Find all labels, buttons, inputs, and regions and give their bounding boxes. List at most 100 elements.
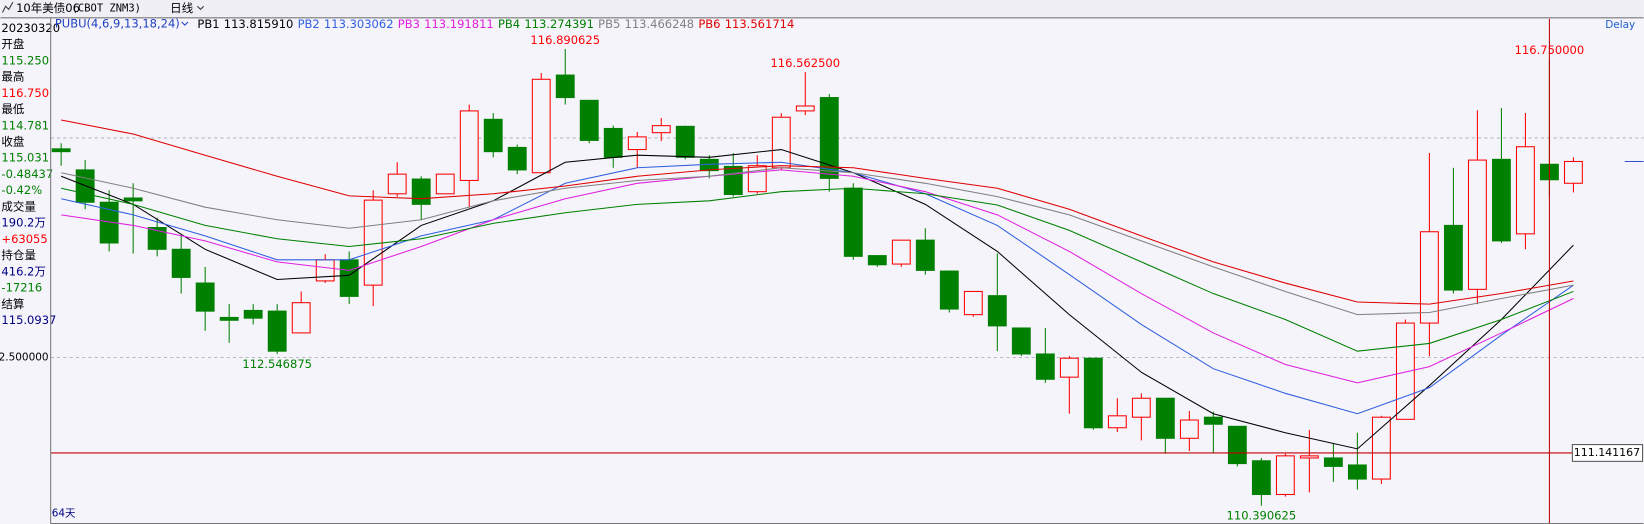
candle-body (1083, 357, 1103, 429)
high-label: 116.890625 (530, 33, 600, 47)
candle-body (603, 127, 623, 158)
candle-body (771, 116, 791, 169)
candle-body (1107, 415, 1127, 429)
legend-entry: PB5 113.466248 (598, 17, 694, 31)
legend-name: PB3 (398, 17, 420, 31)
candle-body (1371, 416, 1391, 480)
candle-body (1395, 322, 1415, 420)
candle-body (963, 290, 983, 316)
legend-entry: PB2 113.303062 (298, 17, 394, 31)
info-text: 最低 (1, 102, 25, 116)
candle-body (123, 197, 143, 202)
candle-body (819, 97, 839, 179)
bar-count: 64天 (52, 508, 76, 520)
legend-name: PB1 (197, 17, 219, 31)
candle-body (867, 255, 887, 266)
candle-body (1419, 231, 1439, 324)
candle-body (219, 316, 239, 321)
legend-value: 113.815910 (224, 17, 294, 31)
legend: PB1 113.815910 PB2 113.303062 PB3 113.191811 P… (197, 17, 794, 31)
legend-name: PB4 (498, 17, 520, 31)
candle-body (555, 74, 575, 99)
info-text: 收盘 (1, 135, 24, 149)
legend-entry: PB1 113.815910 (197, 17, 293, 31)
candle-body (1059, 357, 1079, 378)
info-text: 成交量 (1, 199, 36, 213)
candle-body (939, 270, 959, 310)
candle-body (627, 136, 647, 151)
candle-body (1467, 159, 1487, 290)
info-text: 115.0937 (1, 313, 56, 327)
info-panel: 20230320 开盘 115.250 最高 116.750 最低 114.781 收盘 115… (1, 21, 60, 327)
candle-body (1443, 224, 1463, 291)
candle-body (1155, 397, 1175, 439)
candle-body (339, 259, 359, 297)
candle-body (411, 178, 431, 205)
period-selector[interactable]: 日线 (170, 1, 205, 15)
candle-body (363, 199, 383, 286)
candle-body (843, 187, 863, 257)
info-text: 115.250 (1, 53, 49, 67)
candle-body (1323, 457, 1343, 467)
delay-label: Delay (1605, 19, 1635, 31)
info-text: 开盘 (1, 37, 24, 51)
indicator-selector[interactable]: PUBU(4,6,9,13,18,24) (55, 17, 189, 31)
low-label: 110.390625 (1227, 509, 1297, 523)
info-text: 结算 (1, 297, 24, 311)
legend-name: PB2 (298, 17, 320, 31)
ma-line (61, 167, 1574, 316)
candle-body (51, 148, 71, 153)
candle-body (1011, 327, 1031, 355)
candle-body (147, 226, 167, 250)
legend-value: 113.274391 (524, 17, 594, 31)
candle-body (579, 99, 599, 141)
legend-value: 113.191811 (424, 17, 494, 31)
candle-body (243, 309, 263, 319)
legend-entry: PB6 113.561714 (698, 17, 794, 31)
candle-body (291, 302, 311, 334)
info-text: 116.750 (1, 86, 49, 100)
candle-body (195, 282, 215, 312)
period[interactable]: 日线 (170, 1, 194, 15)
legend-value: 113.303062 (324, 17, 394, 31)
candle-body (1179, 419, 1199, 439)
candle-body (1227, 425, 1247, 465)
info-panel-bg (0, 18, 50, 334)
candle-body (675, 125, 695, 158)
candle-body (723, 165, 743, 196)
candle-body (1275, 455, 1295, 496)
y-tick-label: 112.500000 (0, 351, 49, 363)
candle-body (1131, 397, 1151, 418)
dropdown-arrow (181, 21, 189, 26)
info-text: -17216 (1, 281, 42, 295)
info-text: 416.2万 (1, 264, 45, 278)
candle-body (507, 146, 527, 171)
candle-body (531, 78, 551, 174)
info-text: 持仓量 (1, 248, 36, 262)
ma-line (61, 169, 1574, 384)
info-text: 20230320 (1, 21, 60, 35)
legend-name: PB6 (698, 17, 720, 31)
low-label: 112.546875 (242, 357, 312, 371)
plot-area: 116.890625116.562500116.750000112.546875… (50, 18, 1644, 524)
dropdown-arrow (197, 5, 205, 11)
legend-entry: PB3 113.191811 (398, 17, 494, 31)
candle-body (435, 173, 455, 195)
info-text: +63055 (1, 232, 47, 246)
candle-body (1035, 353, 1055, 380)
indicator[interactable]: PUBU(4,6,9,13,18,24) (55, 17, 180, 31)
info-text: 最高 (1, 70, 24, 84)
candle-body (1347, 464, 1367, 480)
header-bar (0, 0, 1644, 17)
candle-body (171, 248, 191, 278)
candle-body (99, 201, 119, 244)
ma-line (60, 149, 1574, 450)
candle-body (915, 239, 935, 271)
candle-body (651, 125, 671, 134)
legend-value: 113.561714 (725, 17, 795, 31)
candle-body (459, 110, 479, 181)
candle-body (1563, 160, 1583, 184)
info-text: -0.48437 (1, 167, 53, 181)
